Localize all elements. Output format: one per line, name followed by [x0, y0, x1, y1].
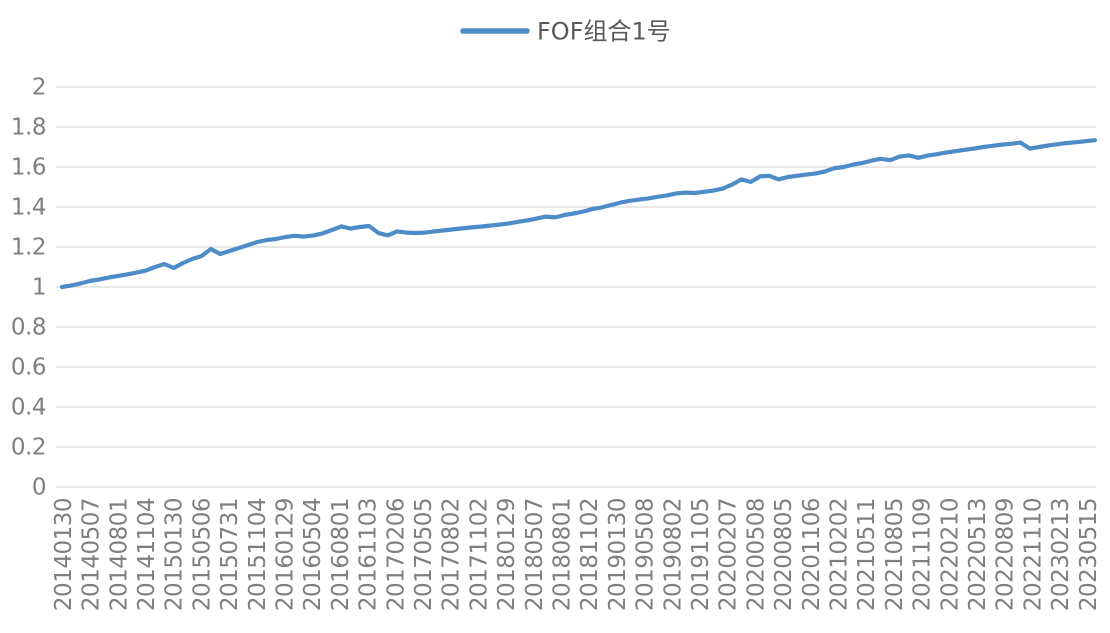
x-axis-tick-label: 20211109 [910, 498, 936, 611]
y-axis-tick-label: 0.8 [11, 315, 46, 341]
x-axis-tick-label: 20191105 [688, 498, 714, 611]
y-axis-tick-label: 1.8 [11, 115, 46, 141]
x-axis-tick-label: 20161103 [356, 498, 382, 611]
y-axis-tick-label: 2 [32, 75, 46, 101]
x-axis-tick-label: 20221110 [1020, 498, 1046, 611]
y-axis-tick-label: 1 [32, 275, 46, 301]
y-axis-tick-label: 1.2 [11, 235, 46, 261]
x-axis-tick-label: 20210805 [882, 498, 908, 611]
x-axis-tick-label: 20150130 [162, 498, 188, 611]
x-axis-tick-label: 20141104 [134, 498, 160, 611]
x-axis-tick-label: 20180507 [522, 498, 548, 611]
x-axis-tick-label: 20171102 [466, 498, 492, 611]
x-axis-tick-label: 20150731 [217, 498, 243, 611]
x-axis-tick-label: 20140130 [51, 498, 77, 611]
series-line-fof [59, 138, 1098, 290]
y-axis-tick-label: 1.4 [11, 195, 46, 221]
x-axis-tick-label: 20140801 [106, 498, 132, 611]
y-axis-tick-label: 0.6 [11, 355, 46, 381]
x-axis-tick-label: 20210202 [826, 498, 852, 611]
x-axis-tick-label: 20180801 [549, 498, 575, 611]
y-axis-labels: 2 1.8 1.6 1.4 1.2 1 0.8 0.6 0.4 0.2 0 [11, 75, 47, 501]
y-axis-tick-label: 0.4 [11, 395, 46, 421]
x-axis-tick-label: 20220513 [965, 498, 991, 611]
x-axis-tick-label: 20210511 [854, 498, 880, 611]
x-axis-tick-label: 20151104 [245, 498, 271, 611]
x-axis-tick-label: 20190130 [605, 498, 631, 611]
x-axis-tick-label: 20220809 [993, 498, 1019, 611]
x-axis-tick-label: 20160504 [300, 498, 326, 611]
x-axis-tick-label: 20220210 [937, 498, 963, 611]
x-axis-tick-label: 20170505 [411, 498, 437, 611]
x-axis-tick-label: 20230515 [1076, 498, 1102, 611]
x-axis-tick-label: 20201106 [799, 498, 825, 611]
y-axis-tick-label: 0 [32, 475, 46, 501]
x-axis-tick-label: 20181102 [577, 498, 603, 611]
x-axis-tick-label: 20140507 [79, 498, 105, 611]
x-axis-tick-label: 20230213 [1048, 498, 1074, 611]
x-axis-tick-label: 20170206 [383, 498, 409, 611]
legend-label: FOF组合1号 [537, 17, 671, 45]
gridlines [56, 86, 1096, 488]
x-axis-tick-label: 20160129 [272, 498, 298, 611]
x-axis-tick-label: 20200508 [743, 498, 769, 611]
x-axis-tick-label: 20180129 [494, 498, 520, 611]
y-axis-tick-label: 0.2 [11, 435, 46, 461]
y-axis-tick-label: 1.6 [11, 155, 46, 181]
x-axis-tick-label: 20160801 [328, 498, 354, 611]
x-axis-tick-label: 20190802 [660, 498, 686, 611]
series-layer [59, 138, 1098, 290]
x-axis-tick-label: 20200207 [716, 498, 742, 611]
x-axis-tick-label: 20200805 [771, 498, 797, 611]
x-axis-tick-label: 20190508 [633, 498, 659, 611]
x-axis-tick-label: 20170802 [439, 498, 465, 611]
legend: FOF组合1号 [460, 17, 671, 45]
x-axis-labels: 20140130 20140507 20140801 20141104 20150130… [51, 498, 1102, 611]
x-axis-tick-label: 20150506 [189, 498, 215, 611]
